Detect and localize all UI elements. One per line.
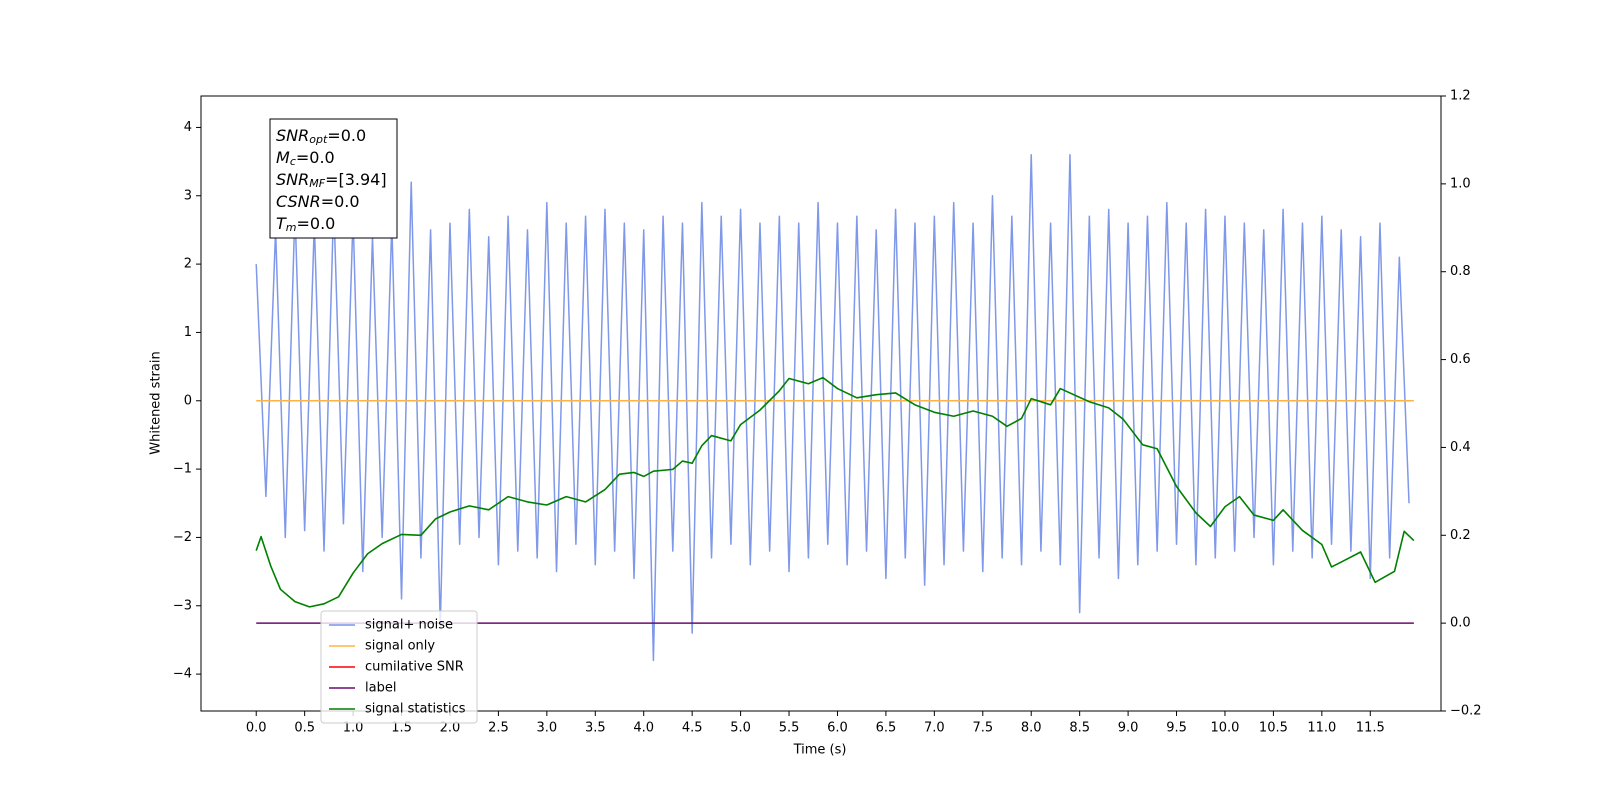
legend-label: cumilative SNR xyxy=(365,660,464,675)
x-tick-label: 9.5 xyxy=(1166,721,1187,736)
x-tick-label: 7.0 xyxy=(924,721,945,736)
x-tick-label: 6.0 xyxy=(827,721,848,736)
annotation-sub: m xyxy=(286,221,297,234)
x-tick-label: 9.0 xyxy=(1118,721,1139,736)
legend-box xyxy=(320,610,478,724)
x-tick-label: 3.0 xyxy=(537,721,558,736)
y2-tick-label: 0.2 xyxy=(1450,528,1471,543)
y-tick-label: −4 xyxy=(173,667,192,682)
y-tick-label: −3 xyxy=(173,598,192,613)
y-tick-label: 0 xyxy=(184,393,192,408)
y2-tick-label: 1.2 xyxy=(1450,89,1471,104)
annotation-text: SNRMF=[3.94] xyxy=(276,170,387,191)
annotation-sub: opt xyxy=(309,133,328,146)
x-tick-label: 1.0 xyxy=(343,721,364,736)
x-tick-label: 11.5 xyxy=(1356,721,1385,736)
x-tick-label: 4.0 xyxy=(633,721,654,736)
annotation-value: =0.0 xyxy=(327,126,366,145)
annotation-name: M xyxy=(276,148,290,167)
x-tick-label: 10.0 xyxy=(1210,721,1239,736)
x-tick-label: 11.0 xyxy=(1307,721,1336,736)
series-line xyxy=(255,154,1410,662)
annotation-value: =[3.94] xyxy=(325,170,387,189)
y-axis-label: Whitened strain xyxy=(149,351,164,454)
annotation-name: SNR xyxy=(276,126,309,145)
y-tick-label: 1 xyxy=(184,325,192,340)
x-tick-label: 2.5 xyxy=(488,721,509,736)
plot-frame xyxy=(200,95,1442,712)
x-tick-label: 10.5 xyxy=(1259,721,1288,736)
y2-tick-label: 0.6 xyxy=(1450,352,1471,367)
annotation-name: T xyxy=(276,214,287,233)
y-tick-label: −1 xyxy=(173,462,192,477)
y-tick-label: 2 xyxy=(184,257,192,272)
x-tick-label: 3.5 xyxy=(585,721,606,736)
annotation-text: Tm=0.0 xyxy=(276,214,335,235)
annotation-sub: c xyxy=(290,155,296,168)
y-tick-label: −2 xyxy=(173,530,192,545)
x-axis-label: Time (s) xyxy=(793,743,847,758)
annotation-name: SNR xyxy=(276,170,309,189)
y2-tick-label: 0.4 xyxy=(1450,440,1471,455)
annotation-value: =0.0 xyxy=(296,148,335,167)
legend-label: signal+ noise xyxy=(365,618,453,633)
x-tick-label: 5.5 xyxy=(779,721,800,736)
x-tick-label: 7.5 xyxy=(972,721,993,736)
x-tick-label: 5.0 xyxy=(730,721,751,736)
x-tick-label: 8.5 xyxy=(1069,721,1090,736)
annotation-text: Mc=0.0 xyxy=(276,148,335,169)
legend-label: label xyxy=(365,681,396,696)
annotation-text: SNRopt=0.0 xyxy=(276,126,366,147)
y2-tick-label: 1.0 xyxy=(1450,176,1471,191)
x-tick-label: 6.5 xyxy=(876,721,897,736)
x-tick-label: 2.0 xyxy=(440,721,461,736)
x-tick-label: 8.0 xyxy=(1021,721,1042,736)
y2-tick-label: −0.2 xyxy=(1450,704,1482,719)
y2-tick-label: 0.0 xyxy=(1450,616,1471,631)
y2-tick-label: 0.8 xyxy=(1450,264,1471,279)
annotation-box xyxy=(269,118,398,239)
y-tick-label: 4 xyxy=(184,120,192,135)
annotation-value: =0.0 xyxy=(321,192,360,211)
legend-label: signal only xyxy=(365,639,435,654)
x-tick-label: 0.5 xyxy=(294,721,315,736)
legend-label: signal statistics xyxy=(365,702,466,717)
series-line xyxy=(255,376,1415,608)
x-tick-label: 0.0 xyxy=(246,721,267,736)
annotation-text: CSNR=0.0 xyxy=(276,192,360,211)
annotation-value: =0.0 xyxy=(297,214,336,233)
y-tick-label: 3 xyxy=(184,188,192,203)
annotation-sub: MF xyxy=(309,177,325,190)
x-tick-label: 1.5 xyxy=(391,721,412,736)
annotation-name: CSNR xyxy=(276,192,321,211)
x-tick-label: 4.5 xyxy=(682,721,703,736)
